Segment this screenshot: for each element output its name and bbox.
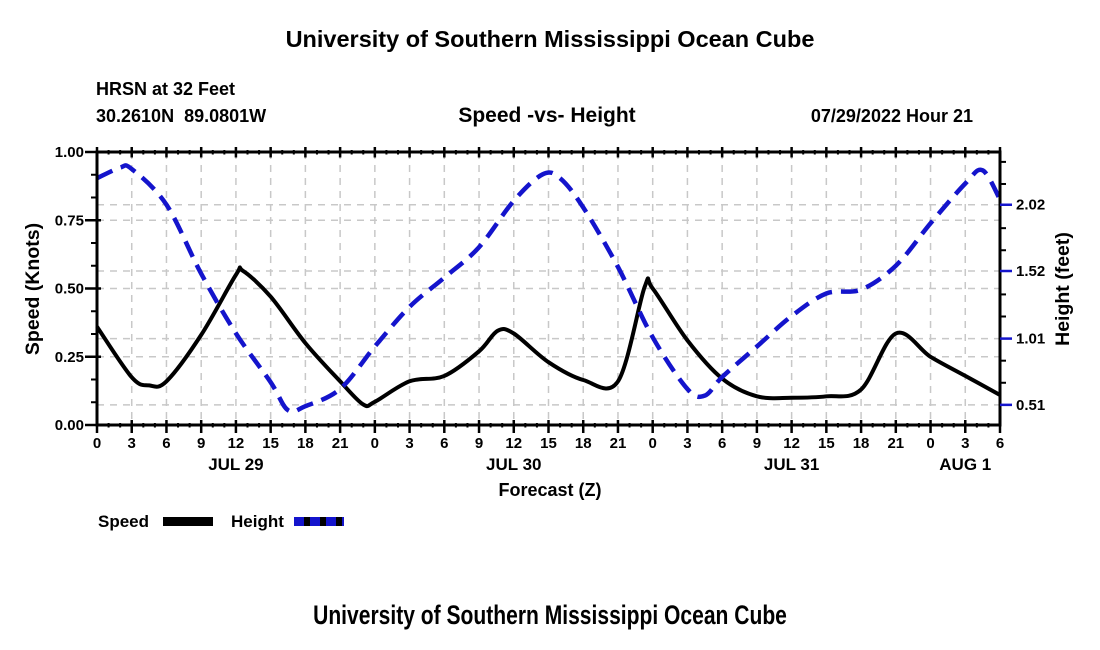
x-tick-label: 21 — [610, 435, 627, 452]
x-tick-label: 3 — [128, 435, 136, 452]
x-tick-label: 6 — [440, 435, 448, 452]
y-left-tick-label: 1.00 — [55, 144, 84, 161]
chart-title: Speed -vs- Height — [458, 104, 635, 127]
tick-labels: 0 3 6 9 12 15 18 21 0 3 6 9 12 15 18 21 0 3 6 9 12 15 18 21 0 3 6 0… — [55, 144, 1045, 474]
x-tick-label: 9 — [753, 435, 761, 452]
bottom-title: University of Southern Mississippi Ocean… — [313, 601, 787, 631]
x-axis-title: Forecast (Z) — [498, 480, 601, 500]
x-tick-label: 3 — [683, 435, 691, 452]
y-right-tick-label: 2.02 — [1016, 197, 1045, 214]
x-tick-label: 6 — [996, 435, 1004, 452]
x-tick-label: 3 — [961, 435, 969, 452]
x-tick-label: 0 — [649, 435, 657, 452]
day-label: JUL 30 — [486, 455, 541, 474]
x-tick-label: 0 — [371, 435, 379, 452]
day-label: AUG 1 — [939, 455, 991, 474]
right-axis-title: Height (feet) — [1052, 232, 1074, 346]
y-right-tick-label: 1.01 — [1016, 331, 1045, 348]
x-tick-label: 9 — [475, 435, 483, 452]
svg-text:University of Southern Mississ: University of Southern Mississippi Ocean… — [313, 601, 787, 631]
run-datetime-label: 07/29/2022 Hour 21 — [811, 106, 973, 126]
y-left-tick-label: 0.75 — [55, 212, 84, 229]
x-tick-label: 15 — [818, 435, 835, 452]
day-label: JUL 29 — [208, 455, 263, 474]
speed-curve — [95, 265, 1001, 409]
x-tick-label: 9 — [197, 435, 205, 452]
x-tick-label: 12 — [505, 435, 522, 452]
y-left-tick-label: 0.00 — [55, 417, 84, 434]
coordinates-label: 30.2610N 89.0801W — [96, 106, 266, 126]
y-right-tick-label: 1.52 — [1016, 263, 1045, 280]
x-tick-label: 3 — [405, 435, 413, 452]
series-curves — [95, 163, 1002, 414]
x-tick-label: 18 — [575, 435, 592, 452]
x-tick-label: 21 — [332, 435, 349, 452]
x-tick-label: 18 — [297, 435, 314, 452]
legend-speed-swatch — [163, 517, 213, 526]
y-left-tick-label: 0.25 — [55, 349, 84, 366]
x-tick-label: 18 — [853, 435, 870, 452]
x-tick-label: 0 — [926, 435, 934, 452]
x-tick-label: 21 — [887, 435, 904, 452]
x-tick-label: 0 — [93, 435, 101, 452]
x-tick-label: 12 — [228, 435, 245, 452]
legend-height-label: Height — [231, 512, 284, 531]
x-tick-label: 15 — [540, 435, 557, 452]
x-tick-label: 15 — [262, 435, 279, 452]
legend: Speed Height — [98, 512, 344, 531]
legend-height-swatch — [294, 517, 344, 526]
legend-speed-label: Speed — [98, 512, 149, 531]
x-tick-label: 12 — [783, 435, 800, 452]
axes — [85, 147, 1012, 433]
left-axis-title: Speed (Knots) — [22, 223, 44, 355]
x-tick-label: 6 — [162, 435, 170, 452]
y-right-tick-label: 0.51 — [1016, 397, 1045, 414]
x-tick-label: 6 — [718, 435, 726, 452]
y-left-tick-label: 0.50 — [55, 281, 84, 298]
top-title: University of Southern Mississippi Ocean… — [286, 26, 815, 52]
height-curve — [96, 163, 1002, 414]
station-label: HRSN at 32 Feet — [96, 79, 235, 99]
day-label: JUL 31 — [764, 455, 819, 474]
